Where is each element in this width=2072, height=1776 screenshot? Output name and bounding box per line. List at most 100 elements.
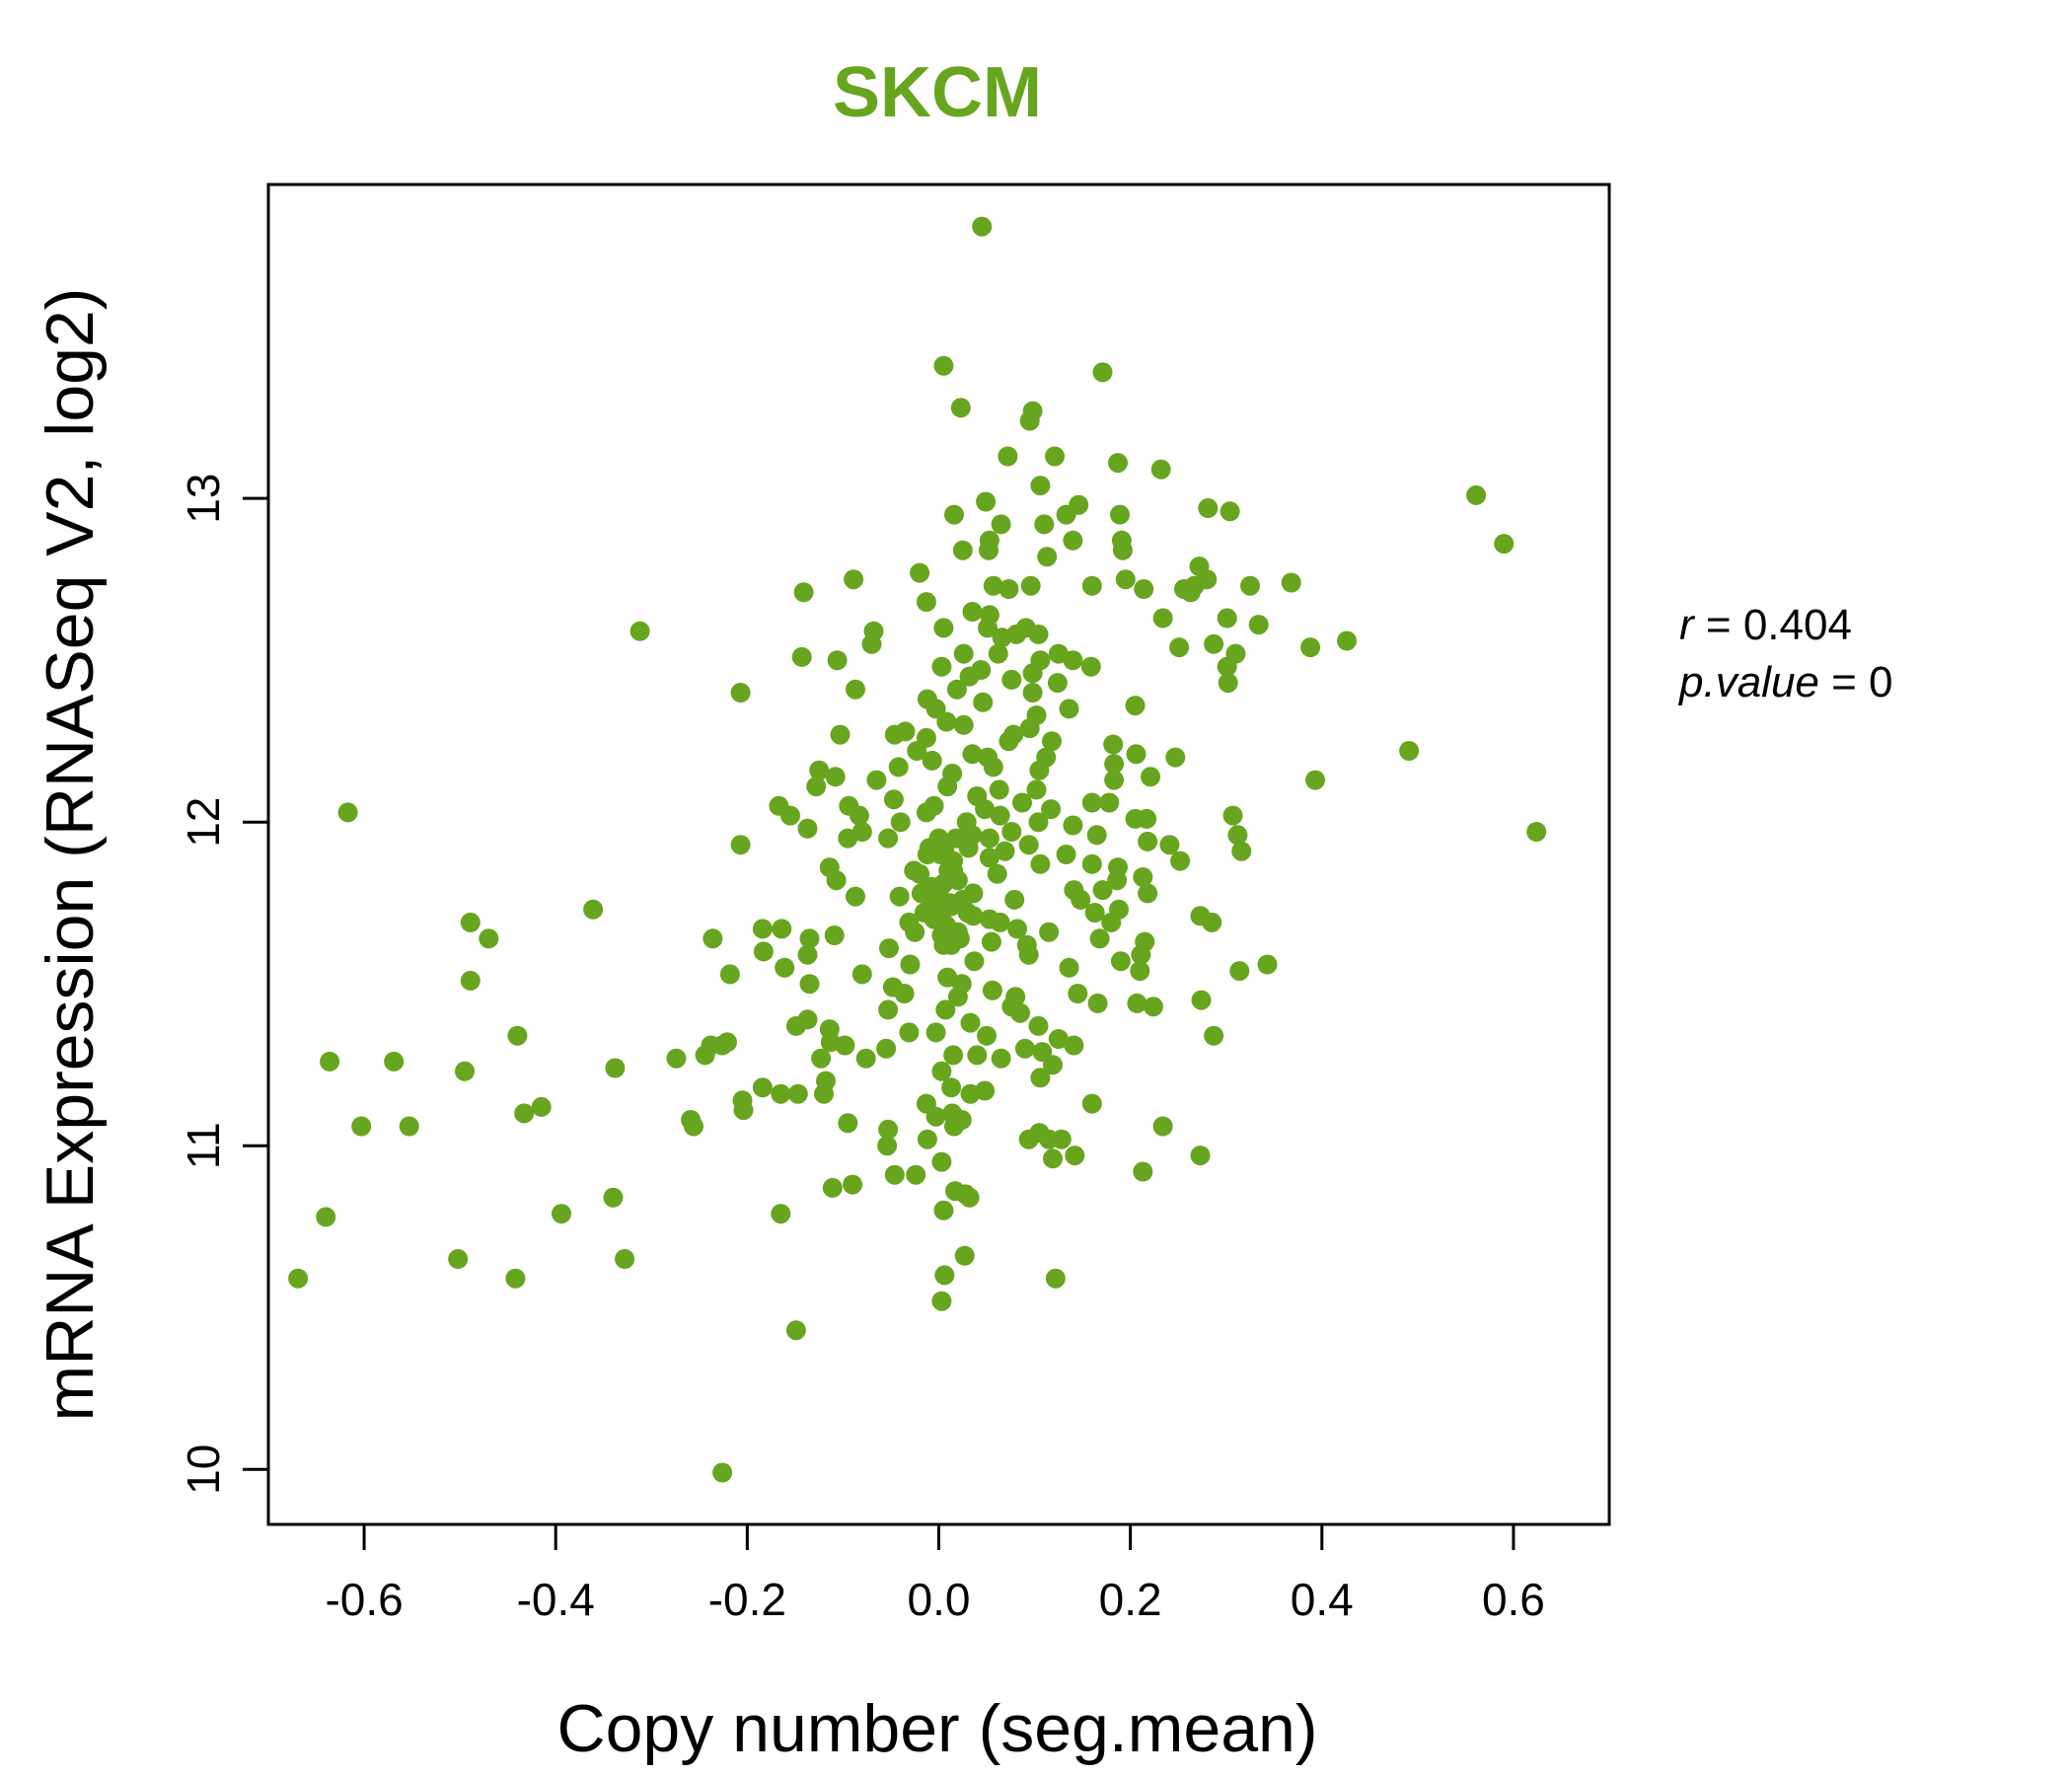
data-point: [1112, 540, 1133, 560]
data-point: [1056, 504, 1076, 525]
data-point: [793, 582, 814, 603]
data-point: [1030, 1068, 1051, 1088]
data-point: [843, 1174, 863, 1195]
data-point: [934, 841, 955, 861]
data-point: [844, 569, 864, 590]
data-point: [479, 928, 499, 949]
data-point: [1086, 825, 1107, 846]
x-tick-label: 0.2: [1099, 1574, 1162, 1625]
data-point: [455, 1061, 475, 1081]
data-point: [399, 1116, 419, 1137]
data-point: [876, 1038, 897, 1059]
data-point: [753, 941, 774, 962]
data-point: [1056, 845, 1076, 864]
data-point: [991, 1048, 1011, 1069]
data-point: [943, 1045, 964, 1066]
data-point: [1130, 961, 1150, 982]
data-point: [1080, 656, 1101, 677]
data-point: [933, 1200, 954, 1221]
p-value-statistic: p.value = 0: [1677, 658, 1893, 706]
data-point: [1081, 575, 1102, 596]
data-point: [957, 903, 978, 923]
data-point: [799, 974, 820, 995]
data-point: [987, 863, 1007, 884]
data-point: [809, 760, 830, 780]
data-point: [905, 922, 925, 942]
data-point: [822, 1177, 843, 1198]
data-point: [1152, 1116, 1173, 1137]
data-point: [717, 1032, 737, 1053]
data-point: [1191, 990, 1212, 1010]
data-point: [936, 711, 957, 732]
data-point: [925, 1022, 946, 1043]
y-tick-label: 12: [178, 797, 229, 848]
data-point: [666, 1048, 687, 1069]
data-point: [771, 1204, 791, 1224]
data-point: [838, 1113, 858, 1134]
data-point: [351, 1116, 372, 1137]
data-point: [1108, 453, 1128, 474]
x-tick-label: 0.0: [908, 1574, 971, 1625]
data-point: [603, 1187, 624, 1208]
data-point: [1087, 993, 1108, 1013]
data-point: [1103, 734, 1124, 755]
data-point: [775, 957, 795, 978]
data-point: [1257, 954, 1278, 975]
data-point: [1081, 1093, 1102, 1114]
data-point: [785, 1320, 806, 1341]
data-point: [931, 656, 952, 677]
data-point: [846, 679, 865, 700]
data-point: [861, 633, 882, 654]
data-point: [1099, 792, 1120, 813]
data-point: [1110, 951, 1131, 972]
data-point: [797, 944, 818, 965]
data-point: [811, 1048, 832, 1069]
data-point: [944, 504, 964, 525]
data-point: [1222, 805, 1243, 826]
data-point: [1281, 572, 1301, 593]
data-point: [733, 1100, 754, 1121]
data-point: [979, 828, 999, 849]
data-point: [1092, 362, 1113, 383]
data-point: [967, 1045, 988, 1066]
x-tick-label: 0.4: [1291, 1574, 1354, 1625]
data-point: [806, 777, 827, 797]
data-point: [1169, 637, 1190, 658]
data-point: [922, 750, 942, 771]
data-point: [972, 216, 993, 237]
data-point: [931, 1151, 952, 1172]
data-point: [1217, 608, 1237, 629]
data-point: [1030, 853, 1051, 874]
data-point: [995, 841, 1015, 861]
data-point: [884, 724, 905, 745]
data-point: [1190, 1146, 1211, 1166]
data-point: [953, 714, 974, 735]
data-point: [910, 863, 930, 884]
data-point: [1180, 582, 1201, 603]
data-point: [695, 1045, 715, 1066]
r-statistic: r = 0.404: [1679, 601, 1852, 649]
data-point: [507, 1025, 528, 1046]
data-point: [1399, 741, 1420, 761]
data-point: [1059, 699, 1079, 719]
data-point: [1028, 1015, 1049, 1036]
data-point: [814, 1083, 834, 1104]
data-point: [730, 683, 751, 703]
data-point: [952, 540, 973, 560]
data-point: [1170, 851, 1191, 871]
data-point: [1127, 993, 1147, 1013]
data-point: [1218, 673, 1238, 694]
data-point: [448, 1249, 469, 1269]
data-point: [978, 618, 998, 638]
data-point: [1001, 822, 1022, 842]
data-point: [460, 970, 481, 991]
data-point: [1526, 822, 1547, 842]
data-point: [894, 984, 915, 1003]
data-point: [900, 954, 921, 975]
data-point: [1045, 446, 1065, 467]
data-point: [1029, 760, 1050, 780]
data-point: [1081, 792, 1102, 813]
data-point: [1084, 903, 1105, 923]
x-tick-label: 0.6: [1482, 1574, 1545, 1625]
